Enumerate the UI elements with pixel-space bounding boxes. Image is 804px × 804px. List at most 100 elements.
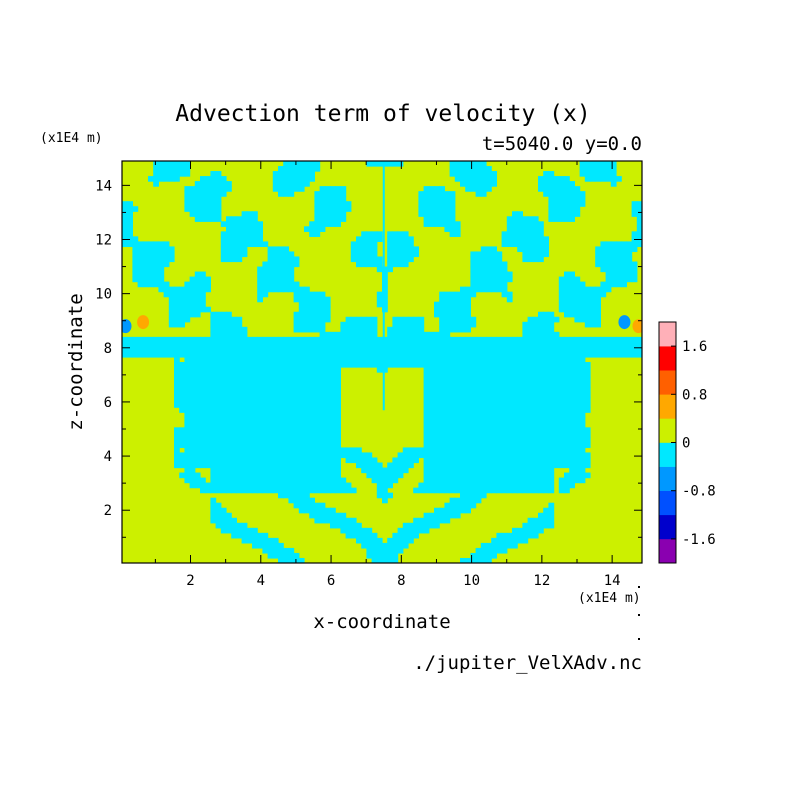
- contour-cell-negative: [220, 422, 227, 428]
- contour-cell-negative: [496, 356, 503, 363]
- contour-cell-negative: [148, 276, 154, 283]
- contour-cell-negative: [475, 341, 482, 348]
- contour-cell-negative: [470, 497, 477, 504]
- contour-cell-negative: [584, 387, 591, 393]
- contour-cell-negative: [408, 246, 414, 253]
- contour-cell-negative: [324, 507, 331, 514]
- contour-cell-negative: [543, 452, 549, 459]
- contour-cell-negative: [330, 201, 336, 207]
- contour-cell-negative: [335, 336, 341, 343]
- contour-cell-negative: [470, 362, 477, 368]
- contour-cell-negative: [267, 412, 274, 418]
- contour-cell-negative: [257, 221, 263, 227]
- contour-cell-negative: [278, 457, 284, 464]
- contour-cell-negative: [527, 362, 534, 368]
- contour-cell-negative: [584, 291, 591, 298]
- contour-cell-negative: [376, 341, 383, 348]
- contour-cell-negative: [517, 452, 523, 459]
- contour-cell-negative: [361, 467, 367, 474]
- contour-cell-negative: [538, 256, 544, 263]
- contour-cell-negative: [319, 417, 326, 423]
- contour-cell-negative: [257, 236, 263, 242]
- contour-cell-negative: [621, 281, 627, 288]
- contour-cell-negative: [460, 382, 466, 388]
- contour-cell-negative: [319, 507, 326, 514]
- contour-cell-negative: [298, 452, 305, 459]
- contour-cell-negative: [569, 477, 575, 484]
- contour-cell-negative: [428, 477, 435, 484]
- contour-cell-negative: [387, 492, 393, 499]
- contour-cell-negative: [501, 417, 508, 423]
- contour-cell-negative: [236, 452, 243, 459]
- contour-cell-negative: [491, 336, 497, 343]
- contour-cell-negative: [189, 472, 196, 479]
- contour-cell-negative: [257, 266, 263, 273]
- contour-cell-negative: [330, 216, 336, 222]
- contour-cell-negative: [210, 331, 217, 338]
- contour-cell-negative: [460, 447, 466, 454]
- contour-cell-negative: [491, 251, 497, 258]
- contour-cell-negative: [402, 256, 409, 263]
- contour-cell-negative: [517, 377, 523, 383]
- contour-cell-negative: [595, 351, 601, 358]
- contour-cell-negative: [558, 196, 565, 202]
- contour-cell-negative: [298, 557, 305, 563]
- contour-cell-negative: [574, 372, 581, 378]
- contour-cell-negative: [340, 482, 347, 489]
- contour-cell-negative: [153, 251, 159, 258]
- contour-cell-negative: [220, 256, 227, 263]
- contour-cell-negative: [470, 316, 477, 323]
- contour-cell-negative: [574, 477, 581, 484]
- contour-cell-negative: [423, 477, 430, 484]
- contour-cell-negative: [283, 477, 289, 484]
- contour-cell-negative: [278, 372, 284, 378]
- contour-cell-negative: [449, 497, 456, 504]
- contour-cell-negative: [330, 482, 336, 489]
- contour-cell-negative: [449, 196, 456, 202]
- contour-cell-negative: [132, 241, 139, 248]
- contour-cell-negative: [376, 266, 383, 273]
- contour-cell-negative: [376, 542, 383, 549]
- contour-cell-negative: [283, 356, 289, 363]
- contour-cell-negative: [304, 482, 310, 489]
- contour-cell-negative: [220, 432, 227, 438]
- contour-cell-negative: [366, 251, 373, 258]
- contour-cell-negative: [340, 477, 347, 484]
- contour-cell-negative: [382, 477, 388, 484]
- contour-cell-negative: [267, 251, 274, 258]
- contour-cell-negative: [397, 236, 404, 242]
- contour-cell-negative: [543, 387, 549, 393]
- contour-cell-negative: [226, 226, 232, 232]
- contour-cell-negative: [548, 316, 555, 323]
- contour-cell-negative: [423, 432, 430, 438]
- contour-cell-negative: [189, 286, 196, 293]
- contour-cell-negative: [423, 427, 430, 433]
- contour-cell-negative: [408, 462, 414, 469]
- contour-cell-negative: [304, 351, 310, 358]
- contour-cell-negative: [246, 447, 253, 454]
- contour-cell-negative: [272, 176, 279, 182]
- contour-cell-negative: [298, 176, 305, 182]
- contour-cell-negative: [298, 301, 305, 308]
- contour-cell-negative: [428, 372, 435, 378]
- contour-cell-negative: [564, 356, 570, 363]
- contour-cell-negative: [486, 382, 492, 388]
- contour-cell-negative: [449, 452, 456, 459]
- contour-cell-negative: [449, 221, 456, 227]
- contour-cell-negative: [564, 382, 570, 388]
- contour-cell-negative: [454, 336, 461, 343]
- contour-cell-negative: [231, 226, 237, 232]
- contour-cell-negative: [148, 261, 154, 268]
- contour-cell-negative: [319, 362, 326, 368]
- contour-cell-negative: [564, 286, 570, 293]
- contour-cell-negative: [605, 271, 612, 278]
- contour-cell-negative: [272, 266, 279, 273]
- contour-cell-negative: [330, 196, 336, 202]
- contour-cell-negative: [621, 261, 627, 268]
- contour-cell-negative: [465, 291, 471, 298]
- contour-cell-negative: [361, 346, 367, 353]
- y-tick-label: 2: [104, 503, 112, 519]
- contour-cell-negative: [288, 492, 295, 499]
- contour-cell-negative: [569, 467, 575, 474]
- contour-cell-negative: [314, 362, 321, 368]
